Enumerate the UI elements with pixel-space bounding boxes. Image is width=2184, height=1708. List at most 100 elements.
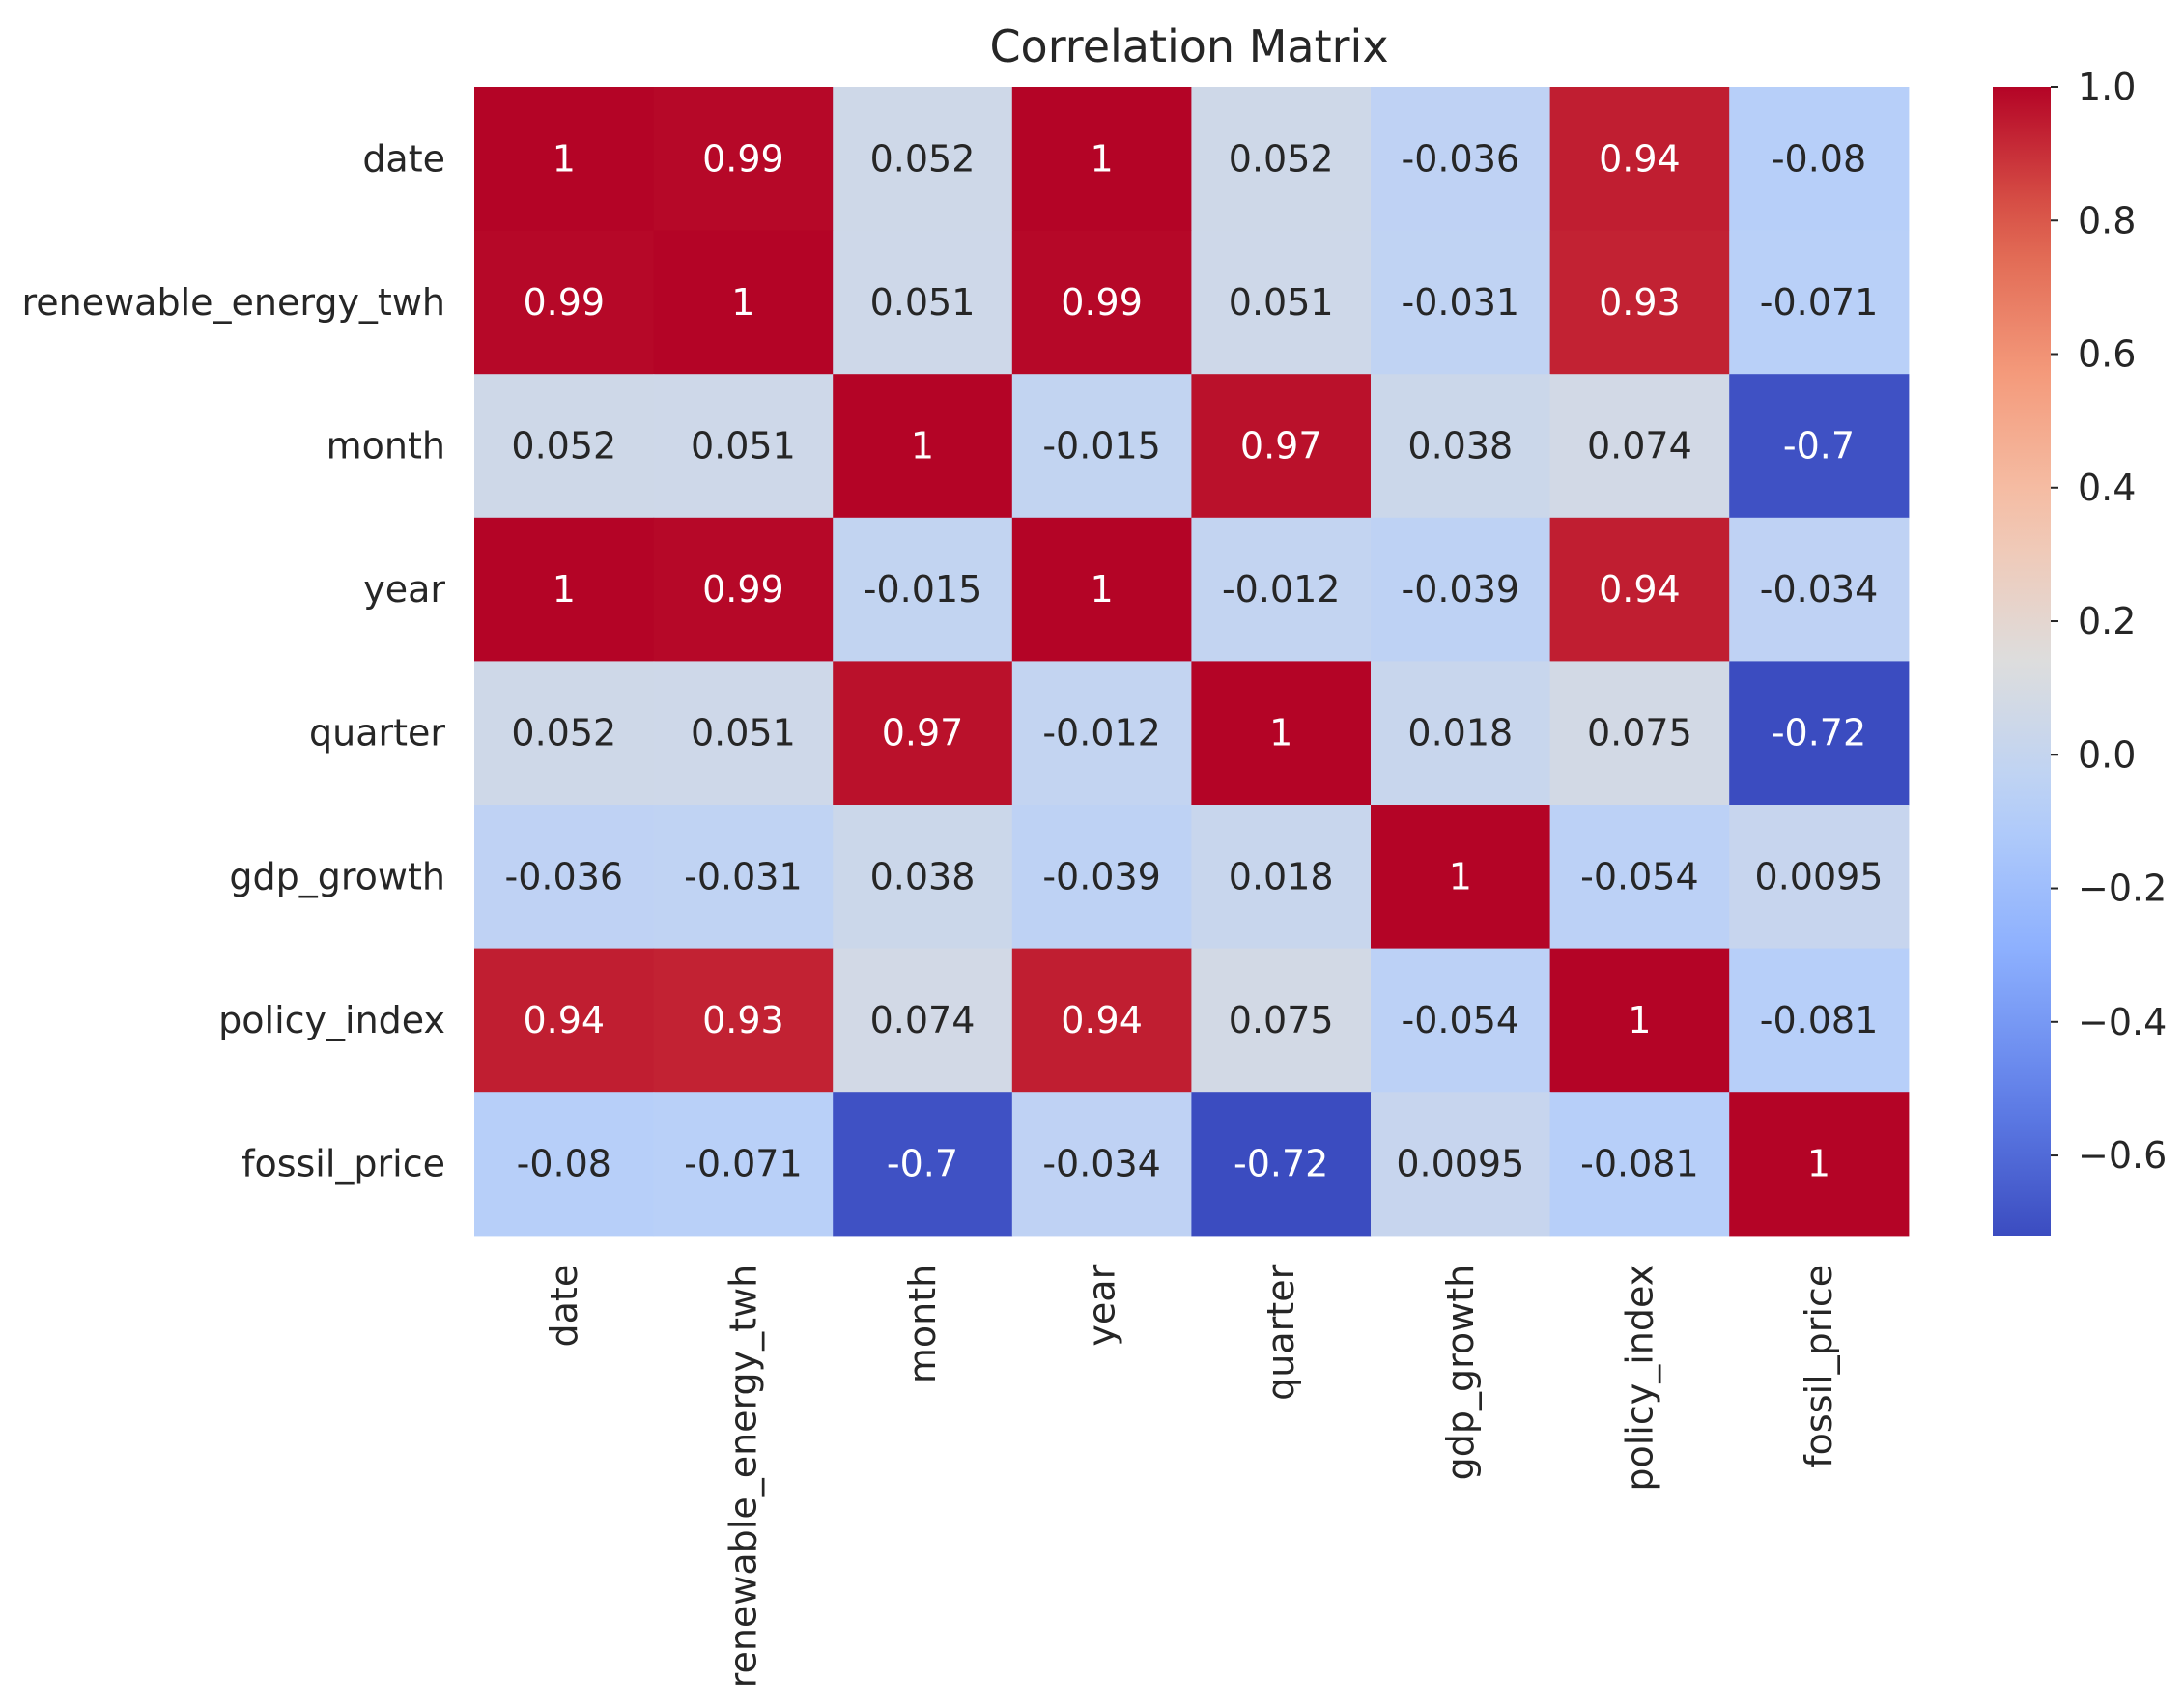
heatmap-cell: [653, 805, 834, 950]
cell-value-label: 0.97: [882, 712, 964, 754]
cell-value-label: 0.99: [702, 137, 784, 180]
heatmap-cell: [474, 661, 655, 806]
x-tick-label: date: [543, 1265, 585, 1348]
heatmap-cell: [1371, 517, 1551, 662]
x-tick-label: gdp_growth: [1439, 1265, 1482, 1481]
cell-value-label: -0.08: [1772, 137, 1866, 180]
cell-value-label: 1: [1269, 712, 1292, 754]
cell-value-label: -0.036: [505, 855, 624, 897]
heatmap-cell: [833, 1092, 1013, 1237]
cell-value-label: 0.93: [1599, 281, 1681, 324]
heatmap-cell: [1371, 948, 1551, 1093]
cell-value-label: 0.074: [1587, 425, 1692, 468]
cell-value-label: -0.081: [1760, 999, 1879, 1041]
heatmap-cell: [1011, 230, 1192, 375]
colorbar-tick-label: 0.0: [2078, 733, 2136, 776]
heatmap-cell: [1729, 805, 1910, 950]
x-tick-label: renewable_energy_twh: [722, 1265, 764, 1689]
y-tick-label: policy_index: [218, 999, 445, 1041]
cell-value-label: -0.039: [1042, 855, 1161, 897]
heatmap-cell: [1549, 517, 1730, 662]
heatmap-cell: [833, 661, 1013, 806]
cell-value-label: 0.018: [1229, 855, 1334, 897]
y-tick-label: year: [363, 568, 445, 611]
chart-title: Correlation Matrix: [989, 20, 1388, 72]
heatmap-cell: [1191, 1092, 1372, 1237]
cell-value-label: 0.99: [523, 281, 605, 324]
colorbar-tick-label: 0.8: [2078, 199, 2136, 242]
cell-value-label: 0.051: [691, 712, 796, 754]
y-tick-label: fossil_price: [241, 1143, 445, 1185]
heatmap-cell: [1371, 374, 1551, 519]
cell-value-label: 0.052: [1229, 137, 1334, 180]
cell-value-label: 0.99: [702, 568, 784, 611]
heatmap-cell: [1729, 87, 1910, 232]
heatmap-cell: [1371, 1092, 1551, 1237]
cell-value-label: -0.071: [1760, 281, 1879, 324]
cell-value-label: 1: [1091, 137, 1114, 180]
cell-value-label: 0.038: [870, 855, 976, 897]
heatmap-cell: [1011, 1092, 1192, 1237]
y-tick-label: gdp_growth: [229, 855, 445, 897]
heatmap-cell: [1011, 948, 1192, 1093]
heatmap-cell: [1371, 87, 1551, 232]
heatmap-cell: [1729, 948, 1910, 1093]
colorbar-tick-label: 0.2: [2078, 600, 2136, 642]
heatmap-cell: [1549, 1092, 1730, 1237]
y-tick-label: month: [326, 425, 445, 468]
cell-value-label: -0.034: [1042, 1143, 1161, 1185]
cell-value-label: 1: [553, 137, 576, 180]
cell-value-label: 0.052: [511, 425, 616, 468]
cell-value-label: 0.0095: [1755, 855, 1884, 897]
cell-value-label: 0.038: [1407, 425, 1513, 468]
cell-value-label: 0.051: [870, 281, 976, 324]
heatmap-cell: [1191, 230, 1372, 375]
heatmap-cell: [1371, 805, 1551, 950]
heatmap-cell: [653, 230, 834, 375]
cell-value-label: -0.036: [1402, 137, 1520, 180]
cell-value-label: 0.074: [870, 999, 976, 1041]
cell-value-label: -0.034: [1760, 568, 1879, 611]
cell-value-label: -0.071: [684, 1143, 803, 1185]
heatmap-cell: [1011, 517, 1192, 662]
x-tick-label: quarter: [1260, 1264, 1302, 1400]
heatmap-cell: [1729, 230, 1910, 375]
heatmap-cell: [1191, 661, 1372, 806]
heatmap-cell: [1729, 661, 1910, 806]
cell-value-label: -0.015: [1042, 425, 1161, 468]
colorbar-tick-label: 0.6: [2078, 333, 2136, 376]
heatmap-cell: [833, 230, 1013, 375]
cell-value-label: -0.012: [1042, 712, 1161, 754]
cell-value-label: -0.08: [517, 1143, 611, 1185]
heatmap-cell: [1371, 661, 1551, 806]
heatmap-cell: [1729, 1092, 1910, 1237]
heatmap-cell: [833, 805, 1013, 950]
heatmap-cell: [653, 948, 834, 1093]
heatmap-cell: [653, 1092, 834, 1237]
heatmap-cell: [1011, 805, 1192, 950]
cell-value-label: 0.97: [1240, 425, 1322, 468]
x-tick-label: year: [1081, 1264, 1123, 1346]
heatmap-cell: [833, 948, 1013, 1093]
heatmap-cell: [1191, 805, 1372, 950]
heatmap-cell: [1549, 87, 1730, 232]
heatmap-cell: [653, 517, 834, 662]
cell-value-label: 0.051: [1229, 281, 1334, 324]
heatmap-cell: [653, 661, 834, 806]
x-tick-label: month: [901, 1265, 944, 1383]
cell-value-label: -0.72: [1234, 1143, 1328, 1185]
cell-value-label: -0.7: [887, 1143, 958, 1185]
heatmap-cell: [1191, 517, 1372, 662]
heatmap-cell: [474, 230, 655, 375]
cell-value-label: 1: [731, 281, 754, 324]
cell-value-label: -0.015: [864, 568, 982, 611]
colorbar-tick-label: 1.0: [2078, 66, 2136, 108]
heatmap-cell: [474, 517, 655, 662]
cell-value-label: 0.051: [691, 425, 796, 468]
heatmap-cell: [1011, 87, 1192, 232]
heatmap-cell: [1191, 87, 1372, 232]
heatmap-cell: [474, 374, 655, 519]
heatmap-cell: [1729, 374, 1910, 519]
